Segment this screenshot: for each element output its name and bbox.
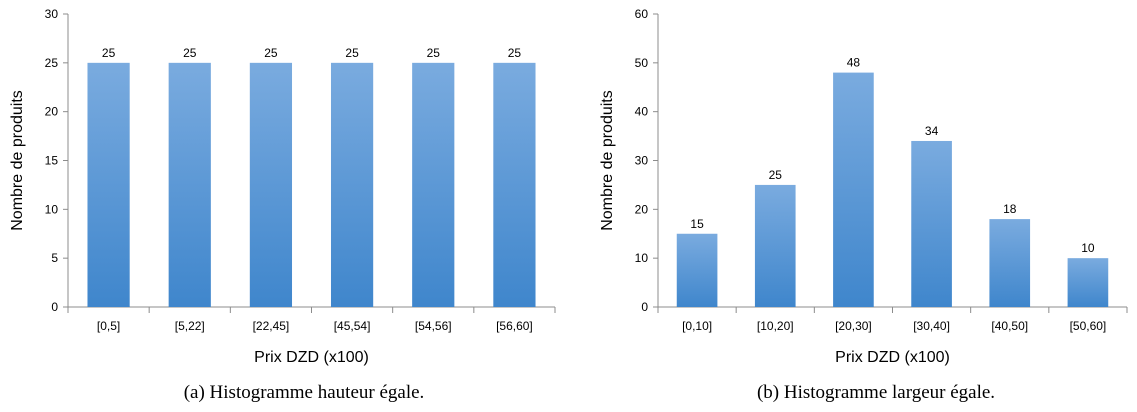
data-label: 25 <box>345 46 359 60</box>
chart-b: 0 10 20 30 40 50 60 15 [0,10] 25 [10,20] 48 [20,30] 3… <box>599 7 1128 403</box>
data-label: 10 <box>1081 241 1095 255</box>
x-tick-label: [50,60] <box>1070 319 1107 333</box>
x-axis-title: Prix DZD (x100) <box>254 349 369 366</box>
chart-a: 0 5 10 15 20 25 30 25 [0,5] 25 [5,22] 25 [22,45] 25 [4… <box>9 7 556 403</box>
y-tick-label: 20 <box>45 105 59 119</box>
bar <box>676 233 718 307</box>
y-tick-label: 20 <box>635 202 649 216</box>
x-tick-label: [40,50] <box>991 319 1028 333</box>
x-tick-label: [56,60] <box>496 319 533 333</box>
bar <box>168 62 211 308</box>
bar <box>911 140 952 307</box>
y-axis-title: Nombre de produits <box>599 90 616 231</box>
x-tick-label: [54,56] <box>415 319 452 333</box>
figure-caption: (b) Histogramme largeur égale. <box>757 382 995 403</box>
data-label: 18 <box>1003 202 1017 216</box>
x-tick-label: [30,40] <box>913 319 950 333</box>
x-axis-title: Prix DZD (x100) <box>835 349 950 366</box>
y-tick-label: 10 <box>45 202 59 216</box>
bar <box>754 184 796 307</box>
data-label: 25 <box>508 46 522 60</box>
y-tick-label: 15 <box>45 154 59 168</box>
x-tick-label: [10,20] <box>757 319 794 333</box>
data-label: 25 <box>183 46 197 60</box>
bar <box>87 62 130 308</box>
figure-caption: (a) Histogramme hauteur égale. <box>184 382 425 403</box>
data-label: 15 <box>690 217 704 231</box>
y-tick-label: 30 <box>45 7 59 21</box>
bar <box>493 62 536 308</box>
data-label: 48 <box>847 56 861 70</box>
y-tick-label: 25 <box>45 56 59 70</box>
bar <box>330 62 374 308</box>
y-tick-label: 60 <box>635 7 649 21</box>
x-tick-label: [0,10] <box>682 319 712 333</box>
data-label: 25 <box>769 168 783 182</box>
y-axis-title: Nombre de produits <box>9 90 26 231</box>
bar <box>412 62 455 308</box>
bar <box>833 72 874 307</box>
x-tick-label: [22,45] <box>253 319 290 333</box>
y-tick-label: 40 <box>635 105 649 119</box>
y-tick-label: 50 <box>635 56 649 70</box>
y-tick-label: 0 <box>51 300 58 314</box>
data-label: 25 <box>264 46 278 60</box>
x-tick-label: [5,22] <box>175 319 205 333</box>
x-tick-label: [20,30] <box>835 319 872 333</box>
data-label: 25 <box>102 46 116 60</box>
x-tick-label: [0,5] <box>97 319 120 333</box>
bar <box>989 219 1031 307</box>
bar <box>249 62 293 308</box>
y-tick-label: 5 <box>51 251 58 265</box>
y-tick-label: 0 <box>641 300 648 314</box>
y-tick-label: 30 <box>635 154 649 168</box>
x-tick-label: [45,54] <box>334 319 371 333</box>
y-tick-label: 10 <box>635 251 649 265</box>
data-label: 25 <box>427 46 441 60</box>
bar <box>1067 258 1109 307</box>
data-label: 34 <box>925 124 939 138</box>
